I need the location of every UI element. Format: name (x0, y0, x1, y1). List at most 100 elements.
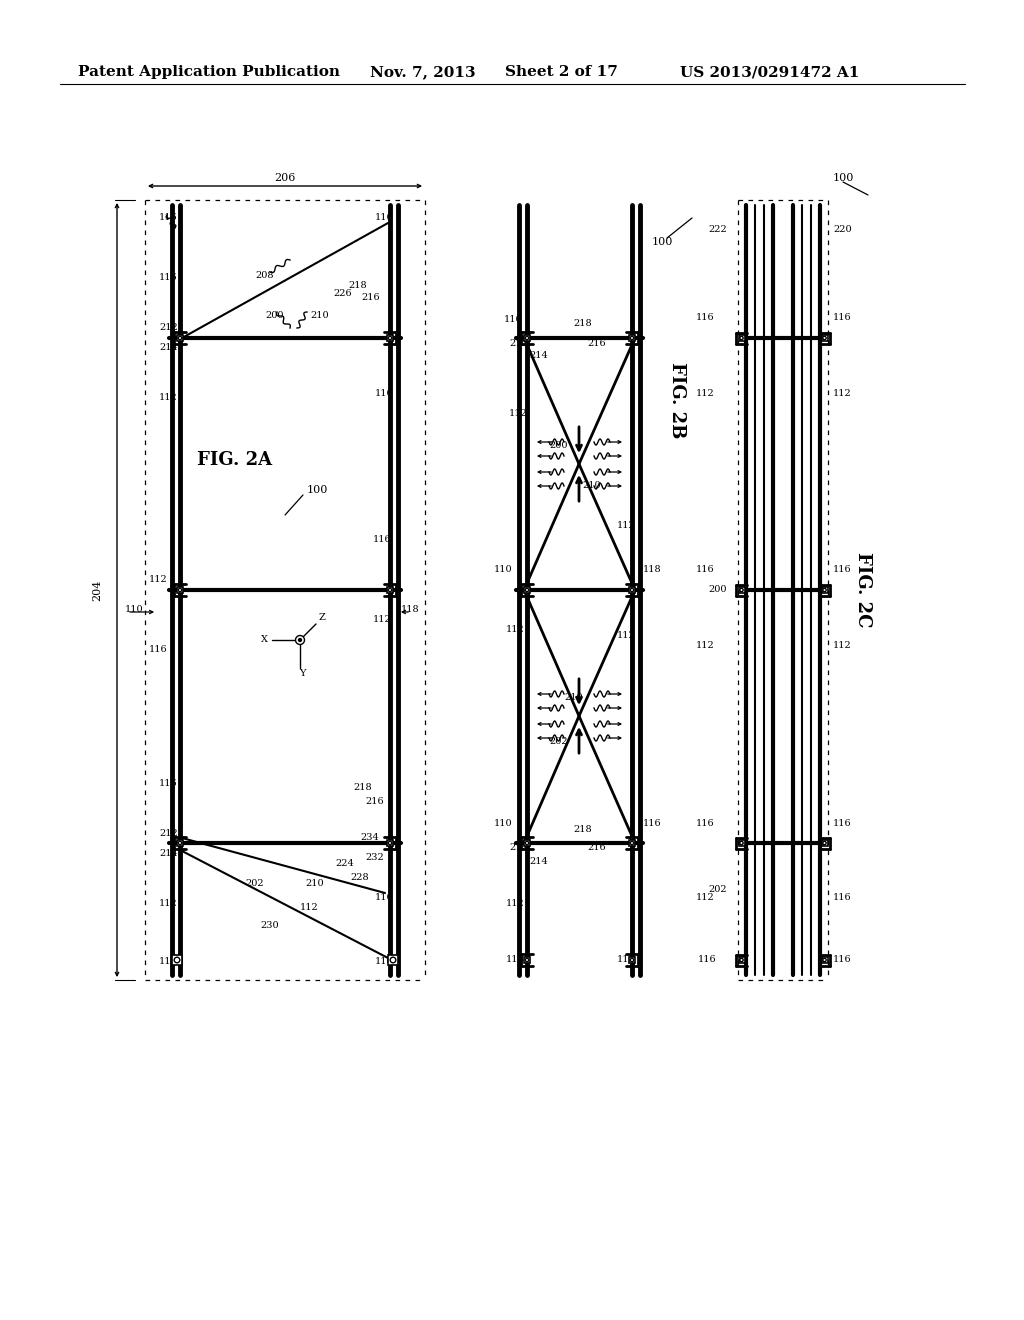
Bar (524, 587, 530, 593)
Text: FIG. 2C: FIG. 2C (854, 552, 872, 628)
Text: 224: 224 (335, 858, 353, 867)
Text: 116: 116 (375, 894, 393, 903)
Text: 116: 116 (150, 645, 168, 655)
Text: 110: 110 (125, 606, 143, 615)
Text: US 2013/0291472 A1: US 2013/0291472 A1 (680, 65, 859, 79)
Bar (738, 957, 744, 964)
Text: 118: 118 (401, 606, 420, 615)
Text: 112: 112 (159, 393, 178, 403)
Text: 202: 202 (708, 886, 727, 895)
Circle shape (631, 958, 634, 962)
Bar (738, 840, 744, 846)
Text: 232: 232 (365, 854, 384, 862)
Circle shape (739, 589, 743, 591)
Circle shape (631, 337, 634, 339)
Text: Y: Y (299, 668, 305, 677)
Bar (524, 957, 530, 964)
Text: 234: 234 (360, 833, 379, 842)
Text: 112: 112 (696, 894, 715, 903)
Circle shape (823, 589, 826, 591)
Text: 200: 200 (265, 310, 284, 319)
Text: 112: 112 (506, 626, 524, 635)
Text: 212: 212 (159, 829, 178, 837)
Circle shape (631, 589, 634, 591)
Text: 210: 210 (310, 310, 329, 319)
Text: 112: 112 (833, 640, 852, 649)
Circle shape (299, 639, 301, 642)
Text: 110: 110 (494, 565, 513, 574)
Text: 116: 116 (696, 565, 715, 574)
Bar (177, 840, 183, 846)
Bar (738, 335, 744, 341)
Text: 200: 200 (708, 586, 726, 594)
Text: 218: 218 (573, 319, 592, 329)
Text: 112: 112 (373, 615, 392, 624)
Bar (629, 840, 635, 846)
Circle shape (739, 337, 743, 339)
Text: 214: 214 (159, 343, 178, 352)
Text: 116: 116 (375, 388, 393, 397)
Text: 112: 112 (159, 899, 178, 908)
Bar (388, 954, 398, 965)
Text: 214: 214 (529, 857, 548, 866)
Bar (738, 587, 744, 593)
Text: 216: 216 (587, 338, 605, 347)
Circle shape (739, 841, 743, 845)
Text: 204: 204 (92, 579, 102, 601)
Text: 200: 200 (549, 441, 567, 450)
Text: 116: 116 (159, 214, 177, 223)
Text: Z: Z (319, 614, 326, 623)
Circle shape (174, 957, 180, 962)
Text: 116: 116 (696, 314, 715, 322)
Text: 116: 116 (504, 315, 522, 325)
Text: 202: 202 (245, 879, 263, 887)
Circle shape (178, 841, 181, 845)
Text: 212: 212 (159, 323, 178, 333)
Circle shape (823, 958, 826, 962)
Text: 216: 216 (361, 293, 380, 302)
Text: 214: 214 (159, 849, 178, 858)
Circle shape (525, 589, 528, 591)
Text: 116: 116 (617, 956, 636, 965)
Text: 112: 112 (300, 903, 318, 912)
Text: 110: 110 (494, 818, 513, 828)
Text: 202: 202 (549, 737, 567, 746)
Bar (629, 587, 635, 593)
Text: 116: 116 (833, 818, 852, 828)
Text: 112: 112 (509, 408, 527, 417)
Text: 116: 116 (833, 565, 852, 574)
Circle shape (823, 337, 826, 339)
Text: 218: 218 (348, 281, 367, 289)
Text: 100: 100 (833, 173, 854, 183)
Bar (177, 587, 183, 593)
Bar (629, 335, 635, 341)
Text: 212: 212 (509, 338, 527, 347)
Circle shape (525, 958, 528, 962)
Text: 116: 116 (159, 957, 177, 966)
Circle shape (823, 841, 826, 845)
Text: 210: 210 (582, 482, 601, 491)
Text: Patent Application Publication: Patent Application Publication (78, 65, 340, 79)
Bar (629, 957, 635, 964)
Text: 214: 214 (529, 351, 548, 360)
Text: 112: 112 (617, 631, 636, 639)
Bar (172, 954, 182, 965)
Bar (387, 335, 393, 341)
Bar (387, 840, 393, 846)
Text: Sheet 2 of 17: Sheet 2 of 17 (505, 65, 617, 79)
Bar (524, 840, 530, 846)
Text: X: X (261, 635, 268, 644)
Circle shape (390, 957, 396, 962)
Text: 116: 116 (373, 536, 391, 544)
Text: 116: 116 (506, 956, 524, 965)
Text: 210: 210 (564, 693, 583, 702)
Circle shape (739, 958, 743, 962)
Text: 226: 226 (333, 289, 351, 297)
Text: 100: 100 (652, 238, 674, 247)
Text: 230: 230 (260, 920, 279, 929)
Bar (821, 587, 827, 593)
Text: 112: 112 (696, 388, 715, 397)
Circle shape (388, 841, 391, 845)
Text: 116: 116 (833, 894, 852, 903)
Text: 112: 112 (617, 520, 636, 529)
